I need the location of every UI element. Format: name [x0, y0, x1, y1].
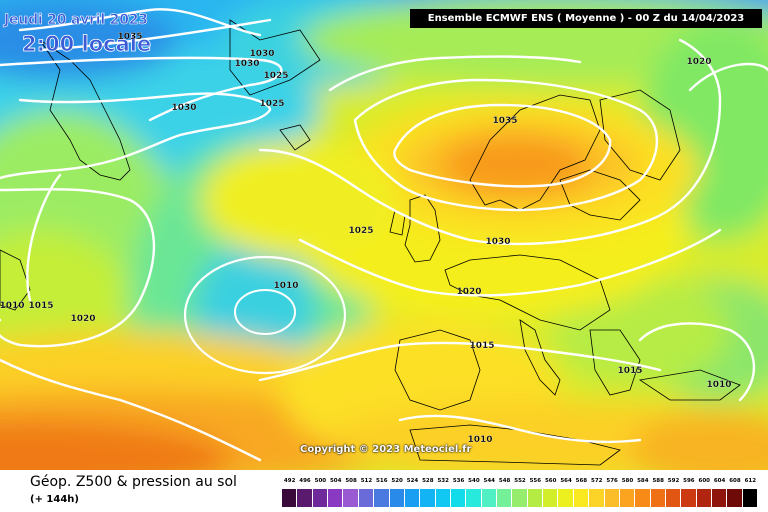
color-scale-swatch: [343, 489, 359, 507]
color-scale-swatch: [312, 489, 329, 507]
color-scale-label: 568: [575, 478, 588, 484]
isobar-label: 1015: [28, 301, 54, 311]
color-scale-label: 520: [391, 478, 403, 484]
color-scale-label: 504: [329, 478, 342, 484]
color-scale-swatch: [619, 489, 636, 507]
color-scale-swatch: [404, 489, 421, 507]
color-scale-swatch: [466, 489, 482, 507]
isobar-label: 1020: [456, 287, 482, 297]
color-scale-swatch: [527, 489, 544, 507]
color-scale-swatch: [543, 489, 559, 507]
color-scale-label: 532: [437, 478, 449, 484]
color-scale-label: 564: [560, 478, 572, 484]
color-scale-swatch: [712, 489, 728, 507]
low-pressure-center-west: [234, 289, 296, 335]
isobar-label: 1030: [171, 103, 197, 113]
color-scale-swatch: [297, 489, 313, 507]
color-scale-swatch: [420, 489, 436, 507]
copyright-notice: Copyright © 2023 Meteociel.fr: [300, 444, 472, 455]
isobar-label: 1020: [686, 57, 712, 67]
isobar-label: 1010: [706, 380, 732, 390]
color-scale-label: 588: [652, 478, 664, 484]
color-scale-label: 608: [729, 478, 741, 484]
color-scale-label: 500: [314, 478, 327, 484]
color-scale-swatch: [589, 489, 605, 507]
color-scale-swatch: [497, 489, 513, 507]
color-scale-bar: [282, 489, 759, 507]
color-scale-label: 552: [514, 478, 526, 484]
color-scale-label: 580: [621, 478, 634, 484]
color-scale-labels: 492 496 500 504 508 512 516 520 524 528 532 536 540 5…: [282, 478, 758, 488]
color-scale-swatch: [558, 489, 574, 507]
isobar-label: 1025: [348, 226, 374, 236]
color-scale-swatch: [681, 489, 697, 507]
color-scale-label: 548: [498, 478, 511, 484]
color-scale-swatch: [696, 489, 713, 507]
map-title: Géop. Z500 & pression au sol: [30, 474, 237, 490]
color-scale-label: 592: [667, 478, 680, 484]
color-scale-swatch: [435, 489, 451, 507]
color-scale-label: 492: [283, 478, 296, 484]
color-scale-label: 572: [591, 478, 603, 484]
isobar-label: 1025: [263, 71, 289, 81]
color-scale-swatch: [450, 489, 467, 507]
color-scale-swatch: [358, 489, 375, 507]
color-scale-swatch: [573, 489, 590, 507]
forecast-local-time: 2:00 locale: [22, 32, 152, 57]
isobar-label: 1010: [0, 301, 25, 311]
color-scale-label: 612: [744, 478, 757, 484]
color-scale-swatch: [374, 489, 390, 507]
color-scale-label: 604: [713, 478, 726, 484]
isobar-label: 1015: [617, 366, 643, 376]
color-scale-swatch: [604, 489, 620, 507]
isobar-label: 1035: [117, 32, 143, 42]
isobar-label: 1030: [234, 59, 260, 69]
color-scale-swatch: [635, 489, 651, 507]
color-scale-swatch: [742, 489, 759, 507]
isobar-label: 1025: [259, 99, 285, 109]
color-scale-label: 536: [452, 478, 465, 484]
color-scale-label: 556: [529, 478, 542, 484]
isobar-label: 1015: [469, 341, 495, 351]
color-scale-label: 496: [299, 478, 311, 484]
color-scale-label: 512: [360, 478, 373, 484]
color-scale-label: 524: [406, 478, 419, 484]
color-scale-swatch: [389, 489, 405, 507]
color-scale-label: 540: [468, 478, 480, 484]
forecast-date: Jeudi 20 avril 2023: [4, 12, 149, 29]
color-scale-label: 528: [422, 478, 434, 484]
color-scale-swatch: [512, 489, 528, 507]
isobar-label: 1030: [249, 49, 275, 59]
isobar-label: 1010: [467, 435, 493, 445]
isobar-label: 1020: [70, 314, 96, 324]
color-scale-label: 600: [698, 478, 710, 484]
color-scale-label: 516: [376, 478, 388, 484]
legend-panel: Géop. Z500 & pression au sol (+ 144h) 49…: [0, 470, 768, 512]
color-scale-label: 508: [345, 478, 357, 484]
color-scale-swatch: [727, 489, 743, 507]
model-run-banner: Ensemble ECMWF ENS ( Moyenne ) - 00 Z du…: [410, 9, 762, 28]
color-scale-swatch: [328, 489, 344, 507]
color-scale-label: 596: [683, 478, 695, 484]
color-scale-swatch: [665, 489, 682, 507]
forecast-lead-time: (+ 144h): [30, 494, 79, 505]
isobar-label: 1035: [492, 116, 518, 126]
coastlines: [0, 19, 741, 466]
color-scale-swatch: [282, 489, 298, 507]
isobar-label: 1030: [485, 237, 511, 247]
isobars: [0, 8, 768, 462]
map-canvas: [0, 0, 768, 470]
isobar-label: 1010: [273, 281, 299, 291]
weather-map: Jeudi 20 avril 2023 2:00 locale Ensemble…: [0, 0, 768, 470]
color-scale-swatch: [650, 489, 666, 507]
color-scale-label: 576: [606, 478, 618, 484]
color-scale-swatch: [481, 489, 498, 507]
color-scale-label: 584: [637, 478, 649, 484]
color-scale-label: 544: [483, 478, 496, 484]
color-scale-label: 560: [544, 478, 557, 484]
